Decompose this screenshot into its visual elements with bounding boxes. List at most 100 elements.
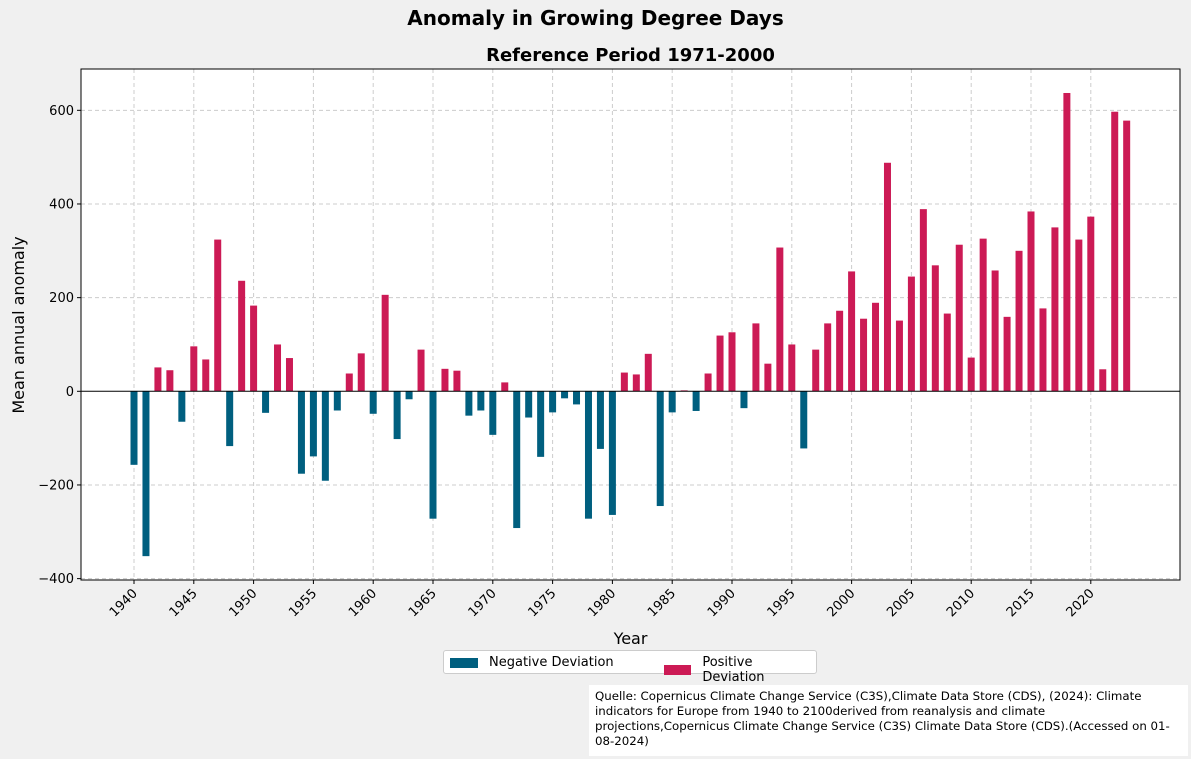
bar-positive	[501, 382, 509, 392]
bar-positive	[632, 374, 640, 392]
bar-positive	[345, 373, 353, 392]
bar-positive	[788, 344, 796, 392]
bar-positive	[238, 280, 246, 392]
bar-positive	[1027, 211, 1035, 392]
legend-label-positive: Positive Deviation	[702, 655, 765, 685]
bar-positive	[190, 346, 198, 392]
bar-negative	[668, 391, 676, 413]
bar-negative	[477, 391, 485, 411]
x-tick-label: 1990	[705, 586, 739, 620]
bar-negative	[178, 391, 186, 422]
bar-positive	[907, 276, 915, 392]
bar-positive	[752, 323, 760, 392]
bar-positive	[704, 373, 712, 392]
bar-negative	[549, 391, 557, 413]
bar-positive	[214, 239, 222, 392]
y-tick-label: −400	[38, 572, 74, 587]
bar-positive	[872, 302, 880, 392]
bar-negative	[561, 391, 569, 399]
bar-negative	[800, 391, 808, 449]
bar-positive	[274, 344, 282, 392]
bar-negative	[429, 391, 437, 519]
bar-positive	[285, 358, 293, 392]
legend-swatch-negative	[450, 657, 478, 668]
bar-negative	[226, 391, 234, 447]
bar-positive	[967, 357, 975, 392]
x-tick-label: 1970	[466, 586, 500, 620]
bar-positive	[812, 349, 820, 392]
bar-negative	[740, 391, 748, 409]
bar-negative	[309, 391, 317, 457]
x-tick-label: 1960	[346, 586, 380, 620]
bar-positive	[1087, 216, 1095, 392]
bar-positive	[381, 294, 389, 392]
bar-positive	[716, 335, 724, 392]
y-tick-label: 200	[49, 291, 74, 306]
bar-positive	[955, 244, 963, 392]
bar-negative	[262, 391, 270, 413]
x-tick-label: 1985	[645, 586, 679, 620]
bar-positive	[860, 318, 868, 392]
bar-negative	[297, 391, 305, 474]
bar-positive	[1099, 369, 1107, 392]
x-tick-label: 1950	[226, 586, 260, 620]
bars	[130, 92, 1131, 557]
bar-negative	[573, 391, 581, 405]
x-tick-label: 2005	[884, 586, 918, 620]
x-tick-label: 1975	[525, 586, 559, 620]
bar-positive	[620, 372, 628, 392]
y-tick-label: −200	[38, 478, 74, 493]
bar-positive	[728, 332, 736, 392]
bar-positive	[1051, 227, 1059, 392]
source-note: Quelle: Copernicus Climate Change Servic…	[589, 685, 1188, 756]
x-tick-label: 2015	[1004, 586, 1038, 620]
x-tick-label: 1980	[585, 586, 619, 620]
bar-positive	[848, 271, 856, 392]
bar-positive	[644, 353, 652, 392]
x-tick-label: 1965	[406, 586, 440, 620]
bar-positive	[357, 353, 365, 392]
bar-positive	[764, 363, 772, 392]
bar-negative	[608, 391, 616, 515]
bar-negative	[584, 391, 592, 519]
bar-positive	[202, 359, 210, 392]
bar-negative	[537, 391, 545, 457]
bar-positive	[979, 238, 987, 392]
bar-negative	[142, 391, 150, 557]
x-tick-label: 1955	[286, 586, 320, 620]
plot-background	[81, 69, 1180, 580]
x-tick-label: 1940	[107, 586, 141, 620]
bar-positive	[836, 310, 844, 392]
bar-positive	[453, 370, 461, 392]
bar-positive	[1123, 120, 1131, 392]
legend: Negative Deviation Positive Deviation	[443, 650, 817, 685]
bar-positive	[441, 368, 449, 392]
bar-negative	[525, 391, 533, 418]
x-tick-label: 2000	[824, 586, 858, 620]
bar-positive	[166, 370, 174, 392]
bar-positive	[154, 367, 162, 392]
x-tick-label: 2020	[1064, 586, 1098, 620]
bar-negative	[405, 391, 413, 400]
bar-positive	[1075, 239, 1083, 392]
x-axis-label: Year	[613, 629, 648, 648]
legend-item-negative: Negative Deviation	[450, 655, 614, 670]
bar-positive	[1015, 250, 1023, 392]
bar-negative	[369, 391, 377, 414]
bar-negative	[596, 391, 604, 449]
bar-negative	[333, 391, 341, 411]
y-tick-label: 0	[66, 385, 74, 400]
bar-negative	[656, 391, 664, 507]
y-tick-label: 600	[49, 104, 74, 119]
bar-positive	[895, 320, 903, 392]
bar-positive	[1063, 92, 1071, 392]
x-tick-label: 2010	[944, 586, 978, 620]
bar-positive	[919, 209, 927, 392]
bar-positive	[250, 305, 258, 392]
bar-negative	[321, 391, 329, 481]
bar-positive	[1111, 111, 1119, 392]
bar-positive	[776, 247, 784, 392]
bar-positive	[1039, 308, 1047, 392]
legend-item-positive: Positive Deviation	[664, 655, 816, 685]
bar-negative	[393, 391, 401, 440]
